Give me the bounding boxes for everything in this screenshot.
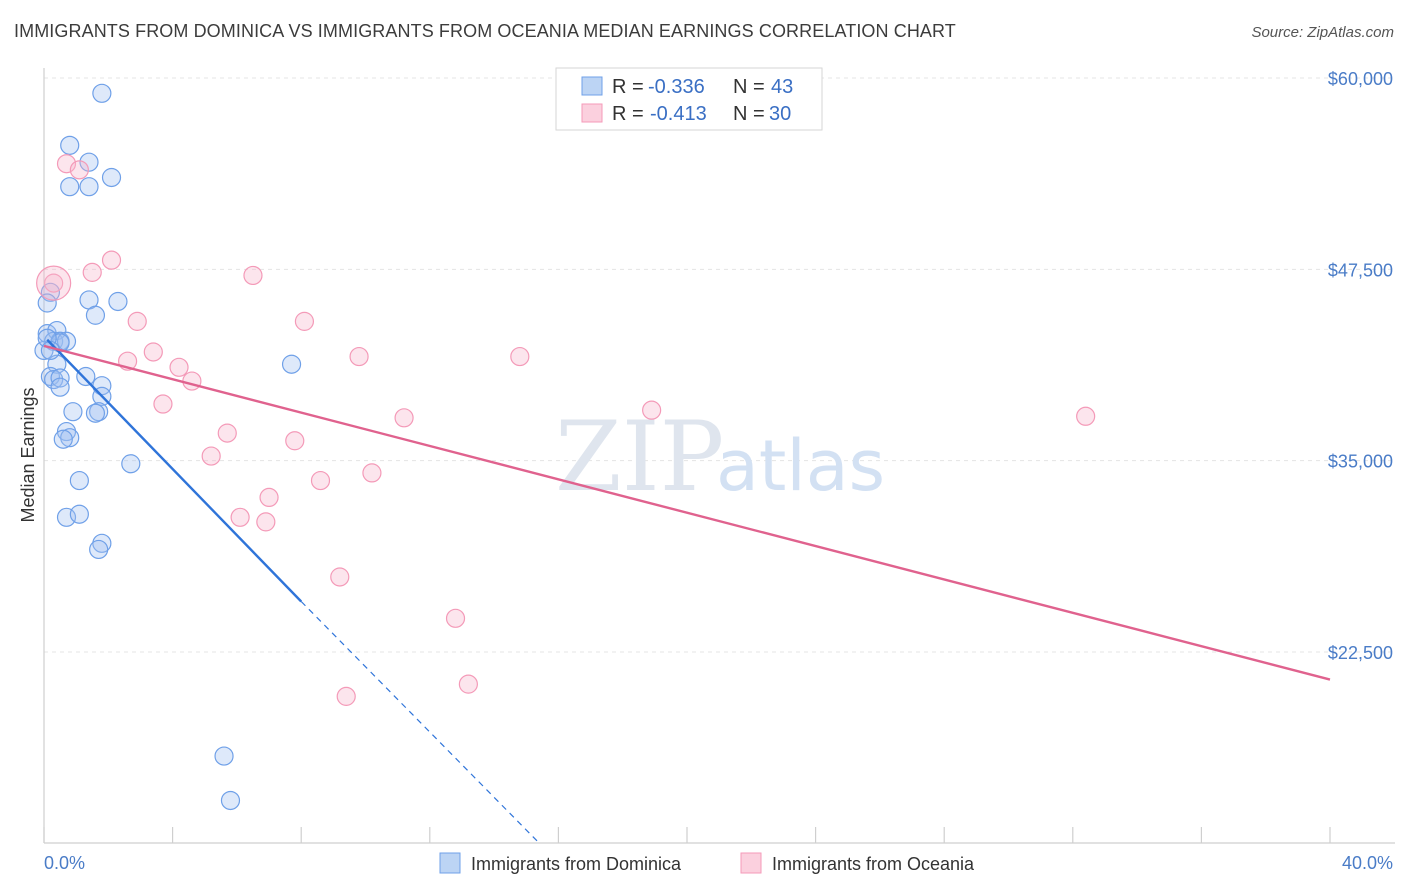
data-point: [310, 470, 331, 491]
data-point: [127, 311, 147, 331]
data-point: [60, 135, 80, 155]
data-point: [79, 177, 99, 197]
data-point: [82, 262, 102, 282]
legend-r-label: R =: [612, 76, 644, 98]
data-point: [143, 342, 163, 362]
data-point: [458, 674, 478, 694]
y-axis-label: Median Earnings: [18, 387, 38, 522]
watermark-zip: ZIP: [555, 401, 724, 513]
data-point: [294, 311, 315, 331]
legend-swatch-dominica: [581, 76, 603, 96]
data-point: [230, 507, 250, 527]
x-tick-label: 0.0%: [44, 853, 85, 873]
data-point: [47, 320, 67, 341]
data-point: [37, 293, 57, 313]
data-point: [85, 403, 106, 423]
series-legend: Immigrants from Dominica Immigrants from…: [439, 852, 975, 874]
legend-n-label: N =: [733, 103, 765, 125]
data-point: [642, 400, 662, 420]
y-tick-label: $35,000: [1328, 452, 1393, 472]
legend-n-label: N =: [733, 76, 765, 98]
data-point: [182, 371, 202, 391]
y-tick-label: $22,500: [1328, 643, 1393, 663]
data-point: [89, 539, 109, 560]
data-point: [201, 446, 221, 466]
trend-line: [43, 344, 1331, 681]
legend-swatch-oceania: [740, 852, 762, 874]
legend-r-value-dominica: -0.336: [648, 76, 705, 98]
data-point: [153, 394, 173, 414]
legend-series-oceania: Immigrants from Oceania: [772, 854, 975, 874]
data-point: [220, 790, 241, 811]
data-point: [281, 354, 302, 374]
data-point: [394, 408, 414, 428]
data-point: [85, 305, 106, 325]
axes: [43, 68, 1395, 844]
tick-labels: $22,500 $35,000 $47,500 $60,000 0.0% 40.0%: [44, 69, 1393, 873]
legend-series-dominica: Immigrants from Dominica: [471, 854, 682, 874]
chart-title: IMMIGRANTS FROM DOMINICA VS IMMIGRANTS F…: [14, 21, 956, 41]
data-points: [34, 83, 1096, 811]
data-point: [217, 423, 237, 443]
data-point: [108, 291, 128, 312]
legend-r-value-oceania: -0.413: [650, 103, 707, 125]
data-point: [214, 746, 234, 766]
data-point: [56, 331, 77, 351]
source-credit: Source: ZipAtlas.com: [1251, 24, 1394, 41]
data-point: [69, 504, 89, 524]
data-point: [285, 431, 305, 451]
data-point: [349, 346, 369, 367]
data-point: [92, 83, 112, 103]
data-point: [60, 177, 80, 197]
watermark-atlas: atlas: [716, 425, 885, 507]
y-tick-label: $47,500: [1328, 260, 1393, 280]
trend-line-extension: [300, 601, 540, 844]
watermark: ZIP atlas: [555, 401, 885, 513]
legend-swatch-dominica: [439, 852, 461, 874]
data-point: [69, 160, 89, 180]
data-point: [336, 686, 356, 706]
data-point: [76, 366, 96, 387]
data-point: [89, 402, 109, 422]
data-point: [362, 463, 382, 483]
legend-swatch-oceania: [581, 103, 603, 123]
data-point: [1076, 406, 1096, 426]
data-point: [44, 273, 64, 293]
data-point: [445, 608, 466, 628]
legend-r-label: R =: [612, 103, 644, 125]
stats-legend: R = -0.336 N = 43 R = -0.413 N = 30: [555, 67, 823, 131]
legend-n-value-dominica: 43: [771, 76, 793, 98]
data-point: [510, 346, 530, 367]
data-point: [79, 152, 99, 172]
data-point: [330, 567, 350, 587]
data-point: [101, 250, 122, 270]
trend-line: [46, 338, 303, 603]
data-point: [60, 428, 80, 448]
data-point: [259, 487, 279, 508]
data-point: [121, 454, 141, 474]
y-tick-label: $60,000: [1328, 69, 1393, 89]
data-point: [169, 357, 189, 377]
data-point: [101, 167, 122, 188]
data-point: [243, 265, 263, 286]
trend-lines: [43, 338, 1331, 844]
data-point: [50, 377, 70, 397]
data-point: [53, 429, 73, 449]
gridlines: [44, 77, 1395, 653]
data-point: [256, 512, 276, 532]
legend-n-value-oceania: 30: [769, 103, 791, 125]
data-point-large: [36, 265, 72, 301]
data-point: [40, 366, 61, 387]
data-point: [63, 402, 83, 422]
data-point: [44, 369, 64, 390]
data-point: [69, 470, 89, 491]
x-tick-label: 40.0%: [1342, 853, 1393, 873]
